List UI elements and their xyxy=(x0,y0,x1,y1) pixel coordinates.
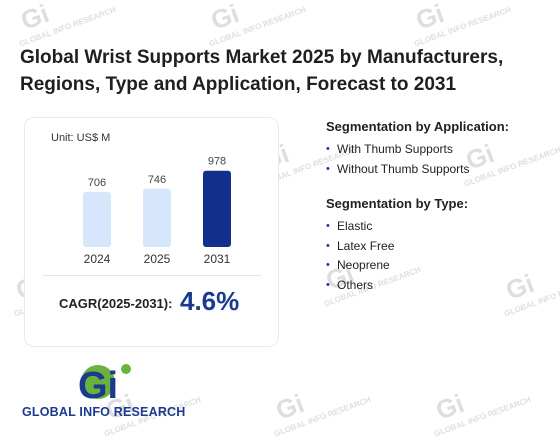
bullet-icon: • xyxy=(326,239,330,252)
application-list: • With Thumb Supports • Without Thumb Suppo… xyxy=(326,140,509,179)
x-tick-label: 2025 xyxy=(144,252,171,266)
bar-chart: 706 2024 746 2025 978 2031 xyxy=(83,156,231,266)
unit-label: Unit: US$ M xyxy=(51,132,111,144)
x-tick-label: 2024 xyxy=(84,252,111,266)
segmentation-by-type: Segmentation by Type: • Elastic • Latex Fre… xyxy=(326,196,468,295)
page-title: Global Wrist Supports Market 2025 by Man… xyxy=(20,47,504,95)
watermark-mark: Gi xyxy=(412,0,448,36)
bar-value-label: 978 xyxy=(208,156,226,168)
type-item: • Latex Free xyxy=(326,237,468,257)
watermark-text: GLOBAL INFO RESEARCH xyxy=(18,5,117,48)
bar-value-label: 746 xyxy=(148,174,166,186)
application-item: • With Thumb Supports xyxy=(326,140,509,160)
logo-mark-text: Gi xyxy=(78,365,118,406)
segmentation-type-title: Segmentation by Type: xyxy=(326,196,469,211)
application-item-label: Without Thumb Supports xyxy=(337,161,470,176)
watermark-text: GLOBAL INFO RESEARCH xyxy=(208,5,307,48)
logo-text: GLOBAL INFO RESEARCH xyxy=(22,405,186,419)
type-item-label: Latex Free xyxy=(337,238,395,253)
type-item-label: Neoprene xyxy=(337,258,390,272)
type-list: • Elastic • Latex Free • Neoprene • Others xyxy=(326,217,468,295)
watermark-text: GLOBAL INFO RESEARCH xyxy=(413,5,512,48)
bullet-icon: • xyxy=(326,259,330,271)
type-item: • Others xyxy=(326,276,468,296)
segmentation-by-application: Segmentation by Application: • With Thumb… xyxy=(326,119,509,179)
watermark-mark: Gi xyxy=(207,0,243,36)
type-item: • Neoprene xyxy=(326,256,468,276)
bullet-icon: • xyxy=(326,220,330,232)
watermark-text: GLOBAL INFO RESEARCH xyxy=(433,395,532,438)
company-logo: Gi xyxy=(78,364,131,406)
segmentation-application-title: Segmentation by Application: xyxy=(326,119,509,134)
bullet-icon: • xyxy=(326,278,330,291)
card-divider xyxy=(43,275,261,276)
logo-mark-circle xyxy=(81,365,115,399)
x-tick-label: 2031 xyxy=(204,252,231,266)
market-summary-card: Unit: US$ M 706 2024 746 2025 978 2031 CAGR(2… xyxy=(24,117,279,347)
bar-2031 xyxy=(203,170,231,247)
watermark-mark: Gi xyxy=(272,388,308,426)
bullet-icon: • xyxy=(326,162,330,175)
application-item: • Without Thumb Supports xyxy=(326,160,509,180)
watermark-mark: Gi xyxy=(17,0,53,36)
application-item-label: With Thumb Supports xyxy=(337,142,453,156)
watermark-text: GLOBAL INFO RESEARCH xyxy=(273,395,372,438)
watermark-mark: Gi xyxy=(432,388,468,426)
bar-2025 xyxy=(143,188,171,247)
type-item-label: Elastic xyxy=(337,219,373,233)
cagr-label: CAGR(2025-2031): xyxy=(59,296,173,311)
bullet-icon: • xyxy=(326,143,330,155)
bar-2024 xyxy=(83,191,111,247)
type-item-label: Others xyxy=(337,277,374,292)
cagr-value: 4.6% xyxy=(180,286,240,316)
logo-dot xyxy=(121,364,131,374)
type-item: • Elastic xyxy=(326,217,468,237)
bar-value-label: 706 xyxy=(88,177,106,189)
watermark-mark: Gi xyxy=(502,268,538,306)
watermark-text: GLOBAL INFO RESEARCH xyxy=(503,275,560,318)
